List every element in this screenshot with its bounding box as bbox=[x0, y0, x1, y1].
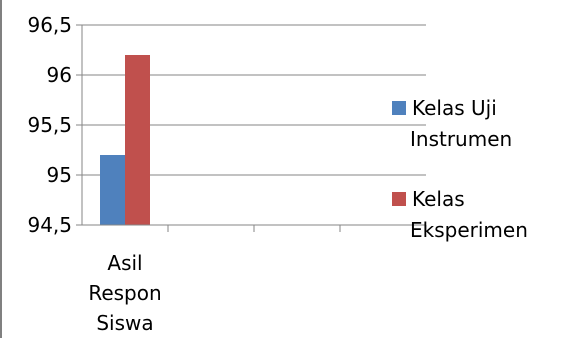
category-labels: Asil Respon Siswa bbox=[88, 251, 161, 335]
y-tick-label: 95,5 bbox=[27, 113, 72, 137]
y-axis-tick-labels: 94,5 95 95,5 96 96,5 bbox=[27, 13, 72, 237]
legend-swatch bbox=[392, 192, 406, 206]
bar-kelas-eksperimen bbox=[125, 55, 150, 225]
y-tick-label: 96,5 bbox=[27, 13, 72, 37]
y-tick-label: 94,5 bbox=[27, 213, 72, 237]
y-tick-label: 96 bbox=[47, 63, 72, 87]
legend-label: Kelas Eksperimen bbox=[410, 187, 528, 242]
bar-kelas-uji-instrumen bbox=[100, 155, 125, 225]
y-tick-label: 95 bbox=[47, 163, 72, 187]
legend-item: Kelas Eksperimen bbox=[392, 187, 528, 242]
legend-swatch bbox=[392, 101, 406, 115]
legend-label: Kelas Uji Instrumen bbox=[410, 96, 512, 151]
bars bbox=[100, 55, 150, 225]
legend-item: Kelas Uji Instrumen bbox=[392, 96, 512, 151]
category-label: Asil Respon Siswa bbox=[88, 251, 161, 335]
axes bbox=[81, 25, 427, 232]
legend: Kelas Uji Instrumen Kelas Eksperimen bbox=[392, 96, 528, 242]
